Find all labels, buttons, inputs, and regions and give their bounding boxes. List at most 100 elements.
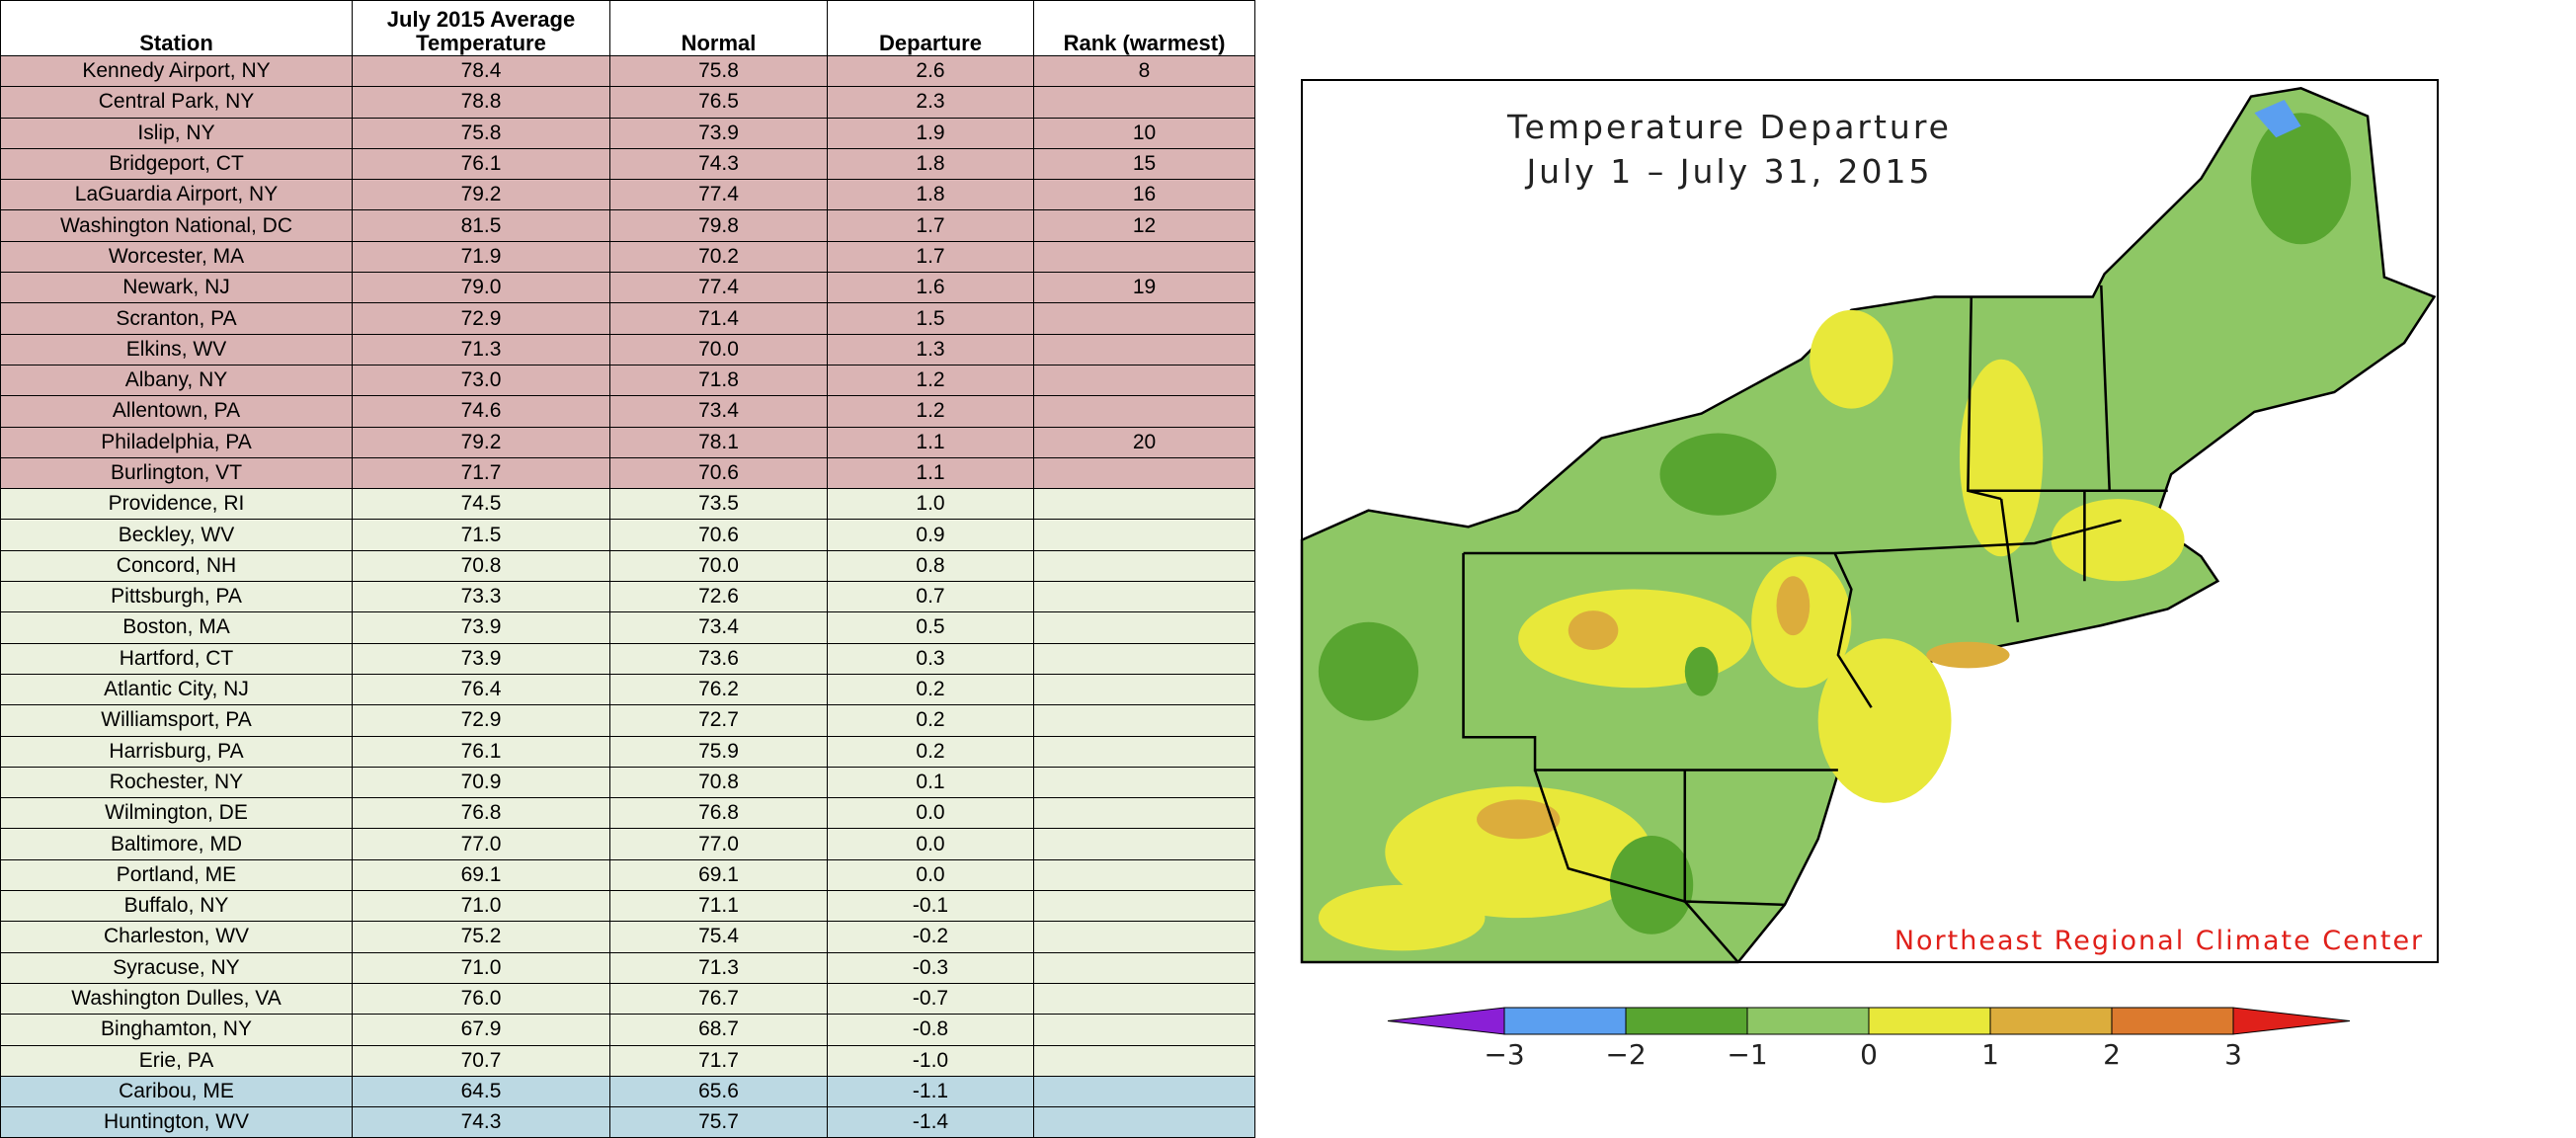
table-cell: 77.0 (609, 828, 828, 860)
table-cell (1033, 488, 1255, 521)
table-cell: 78.4 (352, 54, 610, 88)
legend-label: 0 (1860, 1038, 1878, 1071)
table-cell: 71.3 (352, 333, 610, 366)
table-cell: 79.2 (352, 426, 610, 458)
table-cell (1033, 673, 1255, 706)
table-cell: 69.1 (352, 858, 610, 892)
table-cell: 0.5 (827, 611, 1034, 644)
table-cell: 74.3 (352, 1106, 610, 1138)
table-cell: 75.9 (609, 735, 828, 768)
station-table: Station July 2015 Average Temperature No… (0, 0, 1255, 1138)
table-cell: Albany, NY (0, 364, 353, 397)
table-cell (1033, 581, 1255, 613)
table-cell: 1.0 (827, 488, 1034, 521)
table-cell (1033, 797, 1255, 830)
table-cell: 1.7 (827, 209, 1034, 242)
table-cell: 81.5 (352, 209, 610, 242)
table-cell: Erie, PA (0, 1044, 353, 1077)
table-cell: 8 (1033, 54, 1255, 88)
table-cell: 1.1 (827, 456, 1034, 490)
table-cell: Charleston, WV (0, 921, 353, 953)
table-cell: 70.6 (609, 519, 828, 551)
table-row: Bridgeport, CT 76.1 74.3 1.8 15 (0, 147, 1255, 181)
table-cell (1033, 890, 1255, 923)
table-cell: 77.4 (609, 179, 828, 211)
table-cell: 0.8 (827, 549, 1034, 583)
table-cell: 1.7 (827, 240, 1034, 274)
table-cell: 71.5 (352, 519, 610, 551)
table-cell (1033, 456, 1255, 490)
legend-swatch (1989, 1007, 2113, 1035)
table-row: Caribou, ME 64.5 65.6 -1.1 (0, 1075, 1255, 1108)
table-row: Wilmington, DE 76.8 76.8 0.0 (0, 797, 1255, 830)
table-cell: 75.7 (609, 1106, 828, 1138)
table-row: LaGuardia Airport, NY 79.2 77.4 1.8 16 (0, 179, 1255, 211)
table-row: Boston, MA 73.9 73.4 0.5 (0, 611, 1255, 644)
table-cell: Baltimore, MD (0, 828, 353, 860)
table-cell: 1.2 (827, 364, 1034, 397)
table-cell: Providence, RI (0, 488, 353, 521)
table-cell: 70.0 (609, 333, 828, 366)
table-cell: -1.4 (827, 1106, 1034, 1138)
table-cell: 70.6 (609, 456, 828, 490)
legend-arrow (1387, 1007, 1505, 1035)
table-row: Central Park, NY 78.8 76.5 2.3 (0, 86, 1255, 119)
table-cell (1033, 302, 1255, 335)
table-cell: 76.7 (609, 982, 828, 1016)
table-cell: Wilmington, DE (0, 797, 353, 830)
table-cell: 78.1 (609, 426, 828, 458)
cool-areas (1318, 113, 2352, 935)
table-cell: 76.2 (609, 673, 828, 706)
table-cell (1033, 704, 1255, 737)
legend-label: 3 (2224, 1038, 2242, 1071)
table-cell: 77.4 (609, 272, 828, 304)
table-cell: 72.6 (609, 581, 828, 613)
table-row: Burlington, VT 71.7 70.6 1.1 (0, 456, 1255, 490)
table-cell: 71.7 (352, 456, 610, 490)
table-cell: 76.5 (609, 86, 828, 119)
table-row: Atlantic City, NJ 76.4 76.2 0.2 (0, 673, 1255, 706)
map-title: Temperature Departure (1506, 108, 1952, 146)
table-row: Washington Dulles, VA 76.0 76.7 -0.7 (0, 982, 1255, 1016)
table-cell: 79.8 (609, 209, 828, 242)
legend-label: 1 (1981, 1038, 1999, 1071)
table-cell (1033, 333, 1255, 366)
warm-areas (1318, 309, 2185, 951)
table-row: Hartford, CT 73.9 73.6 0.3 (0, 642, 1255, 675)
table-cell: Allentown, PA (0, 395, 353, 428)
table-cell: -0.3 (827, 951, 1034, 984)
table-cell (1033, 364, 1255, 397)
table-cell: 74.5 (352, 488, 610, 521)
table-cell: Elkins, WV (0, 333, 353, 366)
table-cell: 71.3 (609, 951, 828, 984)
table-cell: 73.9 (609, 117, 828, 149)
table-cell: 70.7 (352, 1044, 610, 1077)
table-cell: 75.4 (609, 921, 828, 953)
table-cell (1033, 858, 1255, 892)
table-row: Pittsburgh, PA 73.3 72.6 0.7 (0, 581, 1255, 613)
table-cell (1033, 951, 1255, 984)
table-cell: 73.3 (352, 581, 610, 613)
table-row: Kennedy Airport, NY 78.4 75.8 2.6 8 (0, 54, 1255, 88)
table-row: Rochester, NY 70.9 70.8 0.1 (0, 766, 1255, 799)
table-cell: 73.9 (352, 642, 610, 675)
table-cell: Burlington, VT (0, 456, 353, 490)
table-cell: 71.8 (609, 364, 828, 397)
header-cell: Normal (609, 0, 828, 56)
table-cell: 71.7 (609, 1044, 828, 1077)
table-cell: Beckley, WV (0, 519, 353, 551)
table-cell: 79.2 (352, 179, 610, 211)
hot-areas (1477, 576, 2010, 840)
table-cell: Islip, NY (0, 117, 353, 149)
table-cell: 1.9 (827, 117, 1034, 149)
table-cell: Kennedy Airport, NY (0, 54, 353, 88)
table-cell: 79.0 (352, 272, 610, 304)
table-row: Elkins, WV 71.3 70.0 1.3 (0, 333, 1255, 366)
table-cell: 1.3 (827, 333, 1034, 366)
table-cell: 15 (1033, 147, 1255, 181)
table-cell: Concord, NH (0, 549, 353, 583)
map-figure: Temperature Departure July 1 – July 31, … (1300, 79, 2439, 1071)
table-cell: 75.8 (609, 54, 828, 88)
table-row: Albany, NY 73.0 71.8 1.2 (0, 364, 1255, 397)
